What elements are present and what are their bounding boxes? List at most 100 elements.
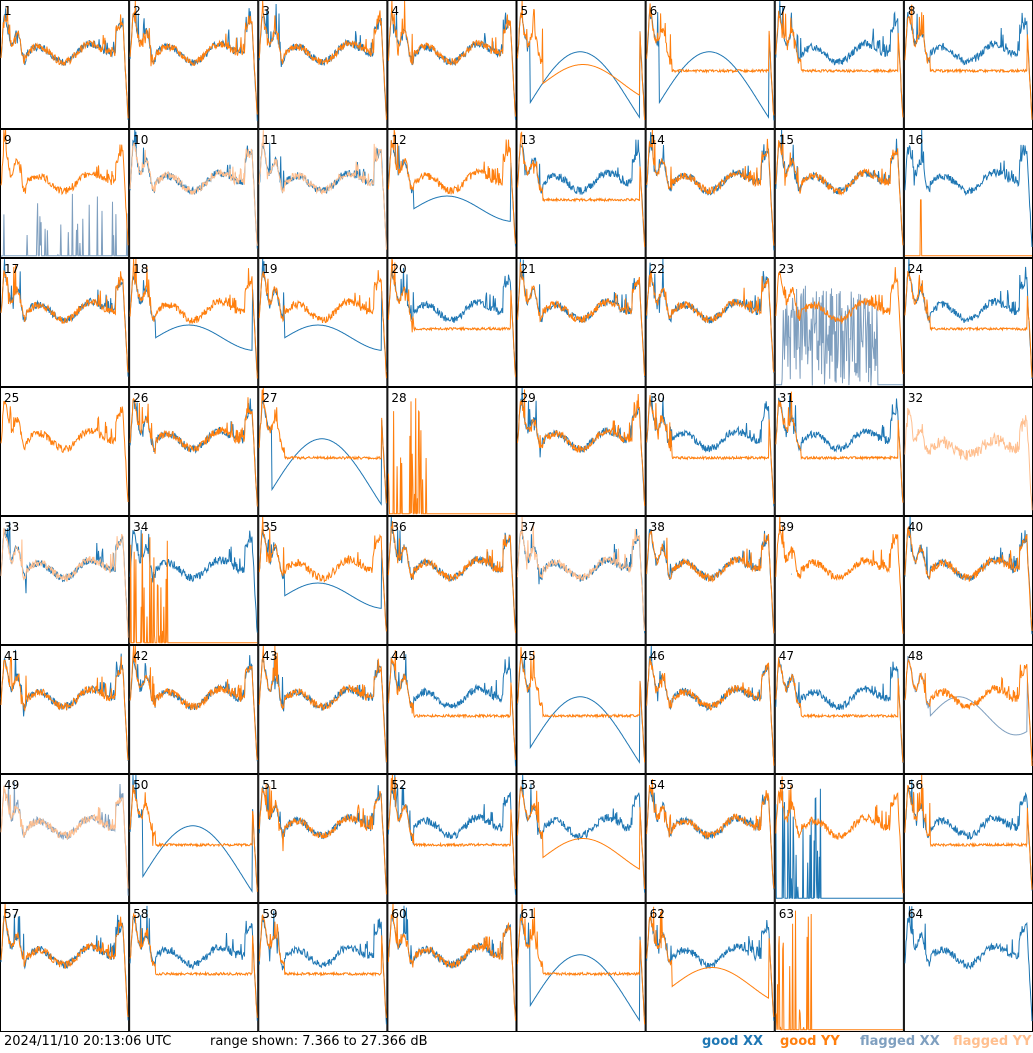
panel-frame <box>516 903 646 1032</box>
panel-63: 63 <box>774 903 904 1032</box>
panel-27: 27 <box>258 387 388 516</box>
panel-label: 60 <box>391 907 406 921</box>
panel-label: 20 <box>391 262 406 276</box>
panel-label: 35 <box>262 520 277 534</box>
series-yy-good <box>387 129 516 244</box>
series-yy-good <box>129 645 258 761</box>
series-xx-good <box>258 398 387 506</box>
panel-label: 56 <box>908 778 923 792</box>
panel-label: 51 <box>262 778 277 792</box>
panel-34: 34 <box>129 516 259 645</box>
panel-label: 40 <box>908 520 923 534</box>
panel-label: 25 <box>4 391 19 405</box>
panel-label: 46 <box>650 649 665 663</box>
panel-label: 48 <box>908 649 923 663</box>
panel-35: 35 <box>258 516 388 645</box>
series-yy-good <box>775 391 904 503</box>
panel-13: 13 <box>516 129 646 258</box>
panel-frame <box>774 387 904 516</box>
series-yy-good <box>646 3 775 116</box>
series-xx-good <box>129 7 258 121</box>
panel-53: 53 <box>516 774 646 903</box>
series-yy-flagged <box>129 142 258 246</box>
panel-56: 56 <box>903 774 1033 903</box>
panel-51: 51 <box>258 774 388 903</box>
panel-43: 43 <box>258 645 388 774</box>
panel-label: 12 <box>391 133 406 147</box>
panel-label: 10 <box>133 133 148 147</box>
series-yy-good <box>646 779 775 889</box>
panel-3: 3 <box>258 0 388 129</box>
panel-frame <box>387 645 517 774</box>
series-yy-good <box>129 533 258 644</box>
series-xx-good <box>517 655 646 764</box>
series-yy-good <box>775 267 904 375</box>
series-yy-good <box>0 656 129 761</box>
series-yy-good <box>646 129 775 246</box>
panel-57: 57 <box>0 903 130 1032</box>
panel-31: 31 <box>774 387 904 516</box>
legend-good-yy: good YY <box>780 1034 840 1049</box>
panel-7: 7 <box>774 0 904 129</box>
panel-label: 64 <box>908 907 923 921</box>
panel-frame <box>516 645 646 774</box>
panel-50: 50 <box>129 774 259 903</box>
series-yy-good <box>775 134 904 246</box>
panel-label: 39 <box>779 520 794 534</box>
legend-flagged-yy: flagged YY <box>953 1034 1032 1049</box>
panel-frame <box>258 903 388 1032</box>
panel-frame <box>0 645 130 774</box>
panel-40: 40 <box>903 516 1033 645</box>
panel-label: 9 <box>4 133 12 147</box>
panel-30: 30 <box>645 387 775 516</box>
panel-label: 17 <box>4 262 19 276</box>
panel-frame <box>0 129 130 258</box>
panel-frame <box>516 516 646 645</box>
series-yy-good <box>517 131 646 247</box>
series-xx-good <box>904 129 1033 248</box>
series-yy-good <box>904 658 1033 767</box>
series-xx-flagged <box>775 285 903 386</box>
panel-42: 42 <box>129 645 259 774</box>
panel-label: 43 <box>262 649 277 663</box>
series-yy-good <box>904 270 1033 378</box>
panel-36: 36 <box>387 516 517 645</box>
panel-label: 30 <box>650 391 665 405</box>
panel-11: 11 <box>258 129 388 258</box>
panel-label: 18 <box>133 262 148 276</box>
panel-label: 55 <box>779 778 794 792</box>
panel-15: 15 <box>774 129 904 258</box>
panel-16: 16 <box>903 129 1033 258</box>
panel-label: 44 <box>391 649 406 663</box>
timestamp: 2024/11/10 20:13:06 UTC <box>4 1034 172 1049</box>
series-yy-good <box>904 4 1033 120</box>
panel-label: 52 <box>391 778 406 792</box>
panel-20: 20 <box>387 258 517 387</box>
panel-label: 34 <box>133 520 148 534</box>
panel-label: 41 <box>4 649 19 663</box>
panel-frame <box>129 645 259 774</box>
panel-label: 19 <box>262 262 277 276</box>
panel-label: 53 <box>521 778 536 792</box>
panel-frame <box>774 0 904 129</box>
panel-54: 54 <box>645 774 775 903</box>
panel-41: 41 <box>0 645 130 774</box>
panel-label: 27 <box>262 391 277 405</box>
series-yy-good <box>0 903 129 1018</box>
series-yy-good <box>258 516 387 632</box>
panel-24: 24 <box>903 258 1033 387</box>
series-yy-good <box>646 906 775 1018</box>
panel-label: 6 <box>650 4 658 18</box>
panel-frame <box>0 387 130 516</box>
series-yy-good <box>775 657 904 763</box>
series-yy-flagged <box>0 527 129 638</box>
panel-frame <box>903 645 1033 774</box>
panel-52: 52 <box>387 774 517 903</box>
panel-22: 22 <box>645 258 775 387</box>
panel-frame <box>645 387 775 516</box>
panel-14: 14 <box>645 129 775 258</box>
series-yy-good <box>0 265 129 373</box>
series-yy-good <box>517 785 646 890</box>
panel-label: 32 <box>908 391 923 405</box>
panel-8: 8 <box>903 0 1033 129</box>
